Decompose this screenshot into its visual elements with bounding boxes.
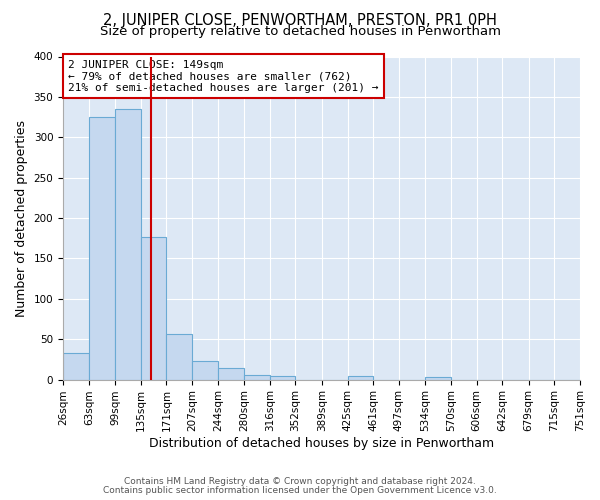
Bar <box>115 109 141 380</box>
Bar <box>63 353 89 380</box>
Bar <box>244 375 270 380</box>
Text: Size of property relative to detached houses in Penwortham: Size of property relative to detached ho… <box>100 25 500 38</box>
Bar <box>347 376 373 380</box>
X-axis label: Distribution of detached houses by size in Penwortham: Distribution of detached houses by size … <box>149 437 494 450</box>
Text: 2 JUNIPER CLOSE: 149sqm
← 79% of detached houses are smaller (762)
21% of semi-d: 2 JUNIPER CLOSE: 149sqm ← 79% of detache… <box>68 60 379 93</box>
Bar <box>89 117 115 380</box>
Bar <box>425 377 451 380</box>
Bar <box>270 376 295 380</box>
Text: Contains HM Land Registry data © Crown copyright and database right 2024.: Contains HM Land Registry data © Crown c… <box>124 477 476 486</box>
Bar <box>192 361 218 380</box>
Text: Contains public sector information licensed under the Open Government Licence v3: Contains public sector information licen… <box>103 486 497 495</box>
Bar <box>141 236 166 380</box>
Text: 2, JUNIPER CLOSE, PENWORTHAM, PRESTON, PR1 0PH: 2, JUNIPER CLOSE, PENWORTHAM, PRESTON, P… <box>103 12 497 28</box>
Bar <box>218 368 244 380</box>
Y-axis label: Number of detached properties: Number of detached properties <box>15 120 28 316</box>
Bar <box>166 334 192 380</box>
